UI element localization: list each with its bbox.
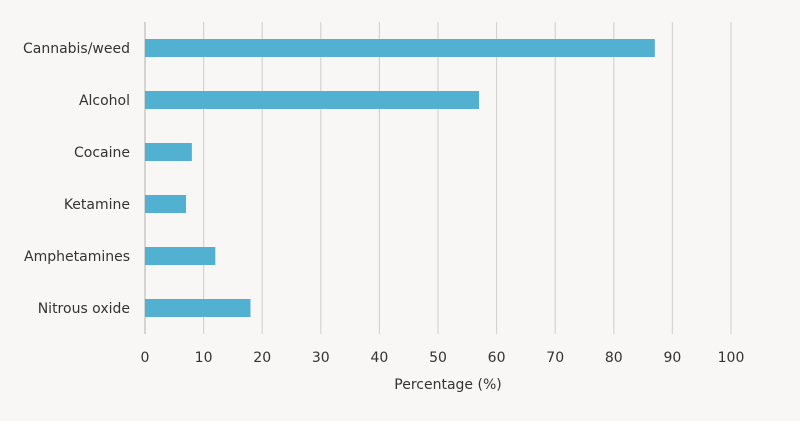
- x-axis-title: Percentage (%): [394, 377, 501, 393]
- category-labels: Cannabis/weed Alcohol Cocaine Ketamine Amphe…: [23, 41, 130, 317]
- x-tick-labels: 0 10 20 30 40 50 60 70 80 90 100: [141, 350, 745, 366]
- x-tick-label: 40: [370, 350, 388, 366]
- x-tick-label: 80: [605, 350, 623, 366]
- x-tick-label: 100: [718, 350, 745, 366]
- bar: [145, 195, 187, 213]
- category-label: Nitrous oxide: [38, 301, 130, 317]
- bars: [145, 39, 655, 317]
- x-tick-label: 90: [663, 350, 681, 366]
- x-tick-label: 10: [195, 350, 213, 366]
- bar: [145, 247, 216, 265]
- x-tick-label: 0: [141, 350, 150, 366]
- category-label: Alcohol: [79, 93, 130, 109]
- x-tick-label: 30: [312, 350, 330, 366]
- bar: [145, 39, 655, 57]
- x-tick-label: 50: [429, 350, 447, 366]
- gridlines: [144, 22, 732, 334]
- bar: [145, 91, 480, 109]
- category-label: Cannabis/weed: [23, 41, 130, 57]
- x-tick-label: 60: [488, 350, 506, 366]
- category-label: Cocaine: [74, 145, 130, 161]
- bar: [145, 299, 251, 317]
- x-tick-label: 20: [253, 350, 271, 366]
- category-label: Amphetamines: [24, 249, 130, 265]
- x-tick-label: 70: [546, 350, 564, 366]
- category-label: Ketamine: [64, 197, 130, 213]
- bar: [145, 143, 192, 161]
